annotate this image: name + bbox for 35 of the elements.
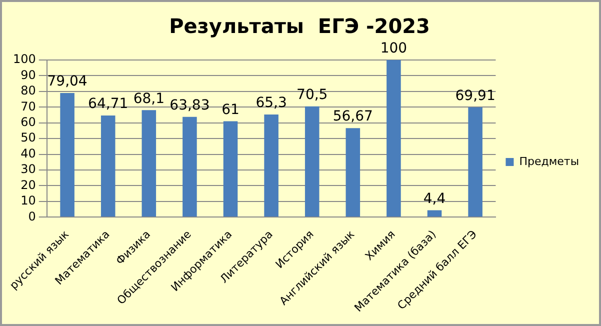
- data-label: 100: [380, 40, 408, 57]
- data-label: 79,04: [47, 74, 88, 90]
- data-label: 4,4: [423, 190, 446, 207]
- bar: [100, 115, 116, 217]
- bar: [346, 128, 360, 217]
- data-label: 69,91: [455, 88, 496, 104]
- bar: [386, 60, 401, 217]
- bar: [182, 116, 197, 217]
- data-label: 64,71: [88, 96, 128, 112]
- y-tick-label: 20: [20, 178, 36, 192]
- bar: [468, 107, 482, 217]
- chart-title: Результаты ЕГЭ -2023: [169, 14, 430, 38]
- y-tick-label: 30: [20, 162, 36, 176]
- bar: [427, 210, 442, 217]
- y-tick-label: 0: [28, 209, 36, 224]
- legend-label: Предметы: [519, 154, 580, 168]
- y-tick-label: 10: [20, 194, 36, 208]
- bar: [60, 92, 74, 217]
- bar: [142, 110, 156, 217]
- y-tick-label: 90: [20, 68, 36, 82]
- bar: [223, 121, 238, 217]
- bar: [304, 106, 320, 217]
- y-tick-label: 100: [13, 52, 36, 66]
- data-label: 63,83: [170, 97, 210, 114]
- y-tick-label: 70: [20, 99, 36, 114]
- y-tick-label: 50: [20, 130, 36, 145]
- y-tick-label: 60: [20, 114, 36, 129]
- y-tick-label: 80: [20, 84, 36, 98]
- data-label: 65,3: [256, 95, 287, 112]
- data-label: 56,67: [332, 108, 373, 125]
- data-label: 68,1: [133, 90, 164, 107]
- data-label: 61: [222, 102, 240, 118]
- y-tick-label: 40: [20, 146, 36, 160]
- data-label: 70,5: [296, 87, 328, 104]
- bar: [264, 114, 278, 217]
